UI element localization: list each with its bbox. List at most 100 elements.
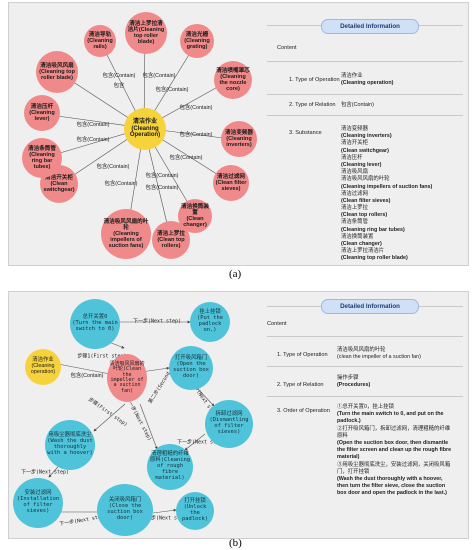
row-value-line: 包含(Contain) — [341, 102, 374, 108]
divider — [267, 396, 463, 397]
node-main-switch[interactable]: 总开关置0 (Turn the main switch to 0) — [70, 299, 120, 349]
row-value-line: (Open the suction box door, then dismant… — [337, 439, 449, 446]
row-value-type-of-operation: 清洁吸风风扇的叶轮 (clean the impeller of a suctio… — [337, 347, 421, 361]
edge-label-next-step: 下一步(Next step) — [132, 318, 182, 325]
row-value-line: (Turn the main switch to 0, and put on t… — [337, 411, 444, 418]
row-value-line: 清洁换筒装置 — [341, 233, 374, 240]
edge-label: 包含(Contain) — [102, 73, 136, 79]
node-cleaning-inverters[interactable]: 清洁变频器 (Cleaning inverters) — [221, 121, 257, 157]
content-label: Content — [267, 321, 287, 327]
row-key-order-of-operation: 3. Order of Operation — [277, 408, 330, 414]
edge-label: 包含(Contain) — [76, 122, 110, 128]
row-value-line: (Cleaning ring bar tubes) — [341, 226, 405, 233]
node-dismantle-filter[interactable]: 拆卸过滤网 (Dismantling of filter sieves) — [205, 400, 253, 448]
edge-label-contain: 包含(Contain) — [70, 373, 104, 379]
edge-label: 包含(Contain) — [179, 105, 213, 111]
row-value-line: 清洁条筒管 — [341, 219, 368, 226]
row-value-line: 清洁开关柜 — [341, 140, 368, 147]
node-cleaning-impellers-suction-fans[interactable]: 清洁吸风风扇的叶轮 (Cleaning impellers of suction … — [101, 209, 151, 259]
edge-label: 包含(Contain) — [76, 137, 110, 143]
row-value-line: 清洁吸风风扇的叶轮 — [337, 347, 386, 353]
row-value-line: (Clean filter sieves) — [341, 197, 391, 204]
divider — [267, 94, 463, 95]
caption-a: (a) — [229, 268, 242, 280]
row-value-line: box door and open the padlock in the las… — [337, 490, 447, 497]
caption-b: (b) — [229, 537, 242, 549]
row-key-substance: 3. Substance — [289, 130, 322, 136]
row-value-line: (Clean changer) — [341, 241, 382, 247]
divider — [267, 61, 463, 62]
row-value-line: (Wash the dust thoroughly with a hoover, — [337, 475, 443, 482]
row-value-line: 清洁吸风风扇的叶轮 — [341, 176, 390, 183]
edge-label-next-step: 下一步(Next step) — [20, 469, 70, 476]
row-key-type-of-operation: 1. Type of Operation — [277, 352, 328, 358]
edge-label-first-step: 步骤1(First step) — [77, 353, 127, 360]
row-value-order-of-operation: ①总开关置0，挂上挂锁 (Turn the main switch to 0, a… — [337, 404, 451, 497]
row-value-line: (Procedures) — [337, 382, 371, 389]
info-header: Detailed Information — [321, 299, 419, 314]
row-value-line: 清洁上罗拉清洁片 — [341, 248, 385, 255]
edge-label: 包含(Contain) — [179, 132, 213, 138]
row-value-line: (Cleaning impellers of suction fans) — [341, 183, 433, 190]
node-install-filter[interactable]: 安装过滤网 (Installation of filter sieves) — [13, 478, 63, 528]
row-value-substance: 清洁变频器 (Cleaning inverters) 清洁开关柜 (Clean swi… — [341, 126, 432, 263]
node-cleaning-top-roller-blade[interactable]: 清洁上罗拉清洁片(Cleaning top roller blade) — [125, 12, 167, 54]
row-value-line: (Clean top rollers) — [341, 212, 388, 219]
info-header: Detailed Information — [321, 19, 419, 34]
node-cleaning-operation-center[interactable]: 清洁作业 (Cleaning Operation) — [124, 108, 166, 150]
row-value-line: (Clean switchgear) — [341, 147, 389, 154]
node-unlock-padlock[interactable]: 打开挂锁 (Unlock the padlock) — [176, 492, 214, 530]
node-wash-dust[interactable]: 用吸尘器彻底洗尘(Wash the dust thoroughly with a… — [45, 420, 95, 470]
node-cleaning-operation[interactable]: 清洁作业 (Cleaning operation) — [25, 349, 61, 385]
edge-label: 包含(Contain) — [145, 173, 179, 179]
edge-label-next-step: 下一步(Next step) — [176, 439, 226, 446]
divider — [267, 366, 463, 367]
row-value-line: 清洁上罗拉 — [341, 205, 368, 212]
node-clean-impeller[interactable]: 清洁吸风风扇的叶轮(Clean the impeller of a suctio… — [107, 354, 147, 402]
node-close-suction-box[interactable]: 关闭吸风箱门 (Close the suction box door) — [97, 484, 153, 536]
row-value-line: ②打开吸风箱门，拆卸过滤网，清理粗糙的纤维 — [337, 425, 451, 432]
row-value-line: (clean the impeller of a suction fan) — [337, 354, 421, 361]
row-value-line: then turn the filter sieve, close the su… — [337, 483, 446, 490]
row-key-type-of-relation: 2. Type of Relation — [277, 382, 324, 388]
content-label: Content — [277, 45, 297, 51]
node-cleaning-suction-fan[interactable]: 清洁吸风风扇 (Cleaning top roller blade) — [36, 51, 78, 93]
row-value-line: material) — [337, 454, 360, 461]
row-value-line: (Cleaning top roller blade) — [341, 255, 408, 262]
node-cleaning-lever[interactable]: 清洁压杆 (Cleaning lever) — [24, 95, 60, 131]
edge-label: 包含(Contain) — [155, 87, 189, 93]
row-value-line: 清洁压杆 — [341, 154, 363, 161]
node-clean-top-rollers[interactable]: 清洁上罗拉 (Clean top rollers) — [152, 221, 190, 259]
row-value-line: the filter screen and clean up the rough… — [337, 447, 452, 454]
row-value-type-of-operation: 清洁作业 (Cleaning operation) — [341, 73, 393, 87]
node-clean-rough-fibre[interactable]: 清理粗糙的纤维原料(Cleaning of rough fibre materi… — [147, 444, 193, 490]
edge-label-next-step: 下一步(Next step) — [140, 515, 190, 522]
node-cleaning-nozzle-core[interactable]: 清洁喷嘴罩芯 (Cleaning the nozzle core) — [214, 61, 252, 99]
edge-label: 包含(Contain) — [145, 185, 179, 191]
row-value-line: padlock.) — [337, 418, 361, 425]
node-clean-filter-sieves[interactable]: 清洁过滤网 (Clean filter sieves) — [213, 165, 249, 201]
row-value-line: (Cleaning inverters) — [341, 133, 392, 140]
node-cleaning-ring-bar-tubes[interactable]: 清洁条筒管 (Cleaning ring bar tubes) — [22, 138, 62, 178]
row-value-line: (Cleaning lever) — [341, 161, 382, 168]
row-value-line: ①总开关置0，挂上挂锁 — [337, 404, 394, 410]
row-value-line: 清洁作业 — [341, 73, 363, 79]
row-value-line: (Cleaning operation) — [341, 80, 394, 87]
edge-label: 包含(Contain) — [169, 155, 203, 161]
divider — [267, 115, 463, 116]
edge-label: 包含(Contain) — [96, 164, 130, 170]
row-value-line: 清洁吸风扇 — [341, 169, 368, 176]
panel-a: 包含(Contain) 包含(Contain) 包含(Contain) 包含(C… — [8, 2, 469, 266]
node-padlock-on[interactable]: 挂上挂锁 (Put the padlock on.) — [190, 302, 230, 342]
row-key-type-of-relation: 2. Type of Relation — [289, 102, 336, 108]
node-open-suction-box[interactable]: 打开吸风箱门 (Open the suction box door) — [169, 346, 213, 390]
row-value-line: 原料 — [337, 432, 348, 439]
edge-label: 包含 — [113, 83, 125, 89]
node-cleaning-rails[interactable]: 清洁导轨 (Cleaning rails) — [84, 25, 116, 57]
divider — [267, 336, 463, 337]
node-cleaning-grating[interactable]: 清洁光栅 (Cleaning grating) — [180, 24, 214, 58]
row-value-line: ③用吸尘器彻底洗尘，安装过滤网，关闭吸风箱 — [337, 461, 451, 468]
row-value-type-of-relation: 操作步骤 (Procedures) — [337, 375, 370, 389]
row-value-line: 清洁变频器 — [341, 126, 368, 132]
row-key-type-of-operation: 1. Type of Operation — [289, 77, 340, 83]
